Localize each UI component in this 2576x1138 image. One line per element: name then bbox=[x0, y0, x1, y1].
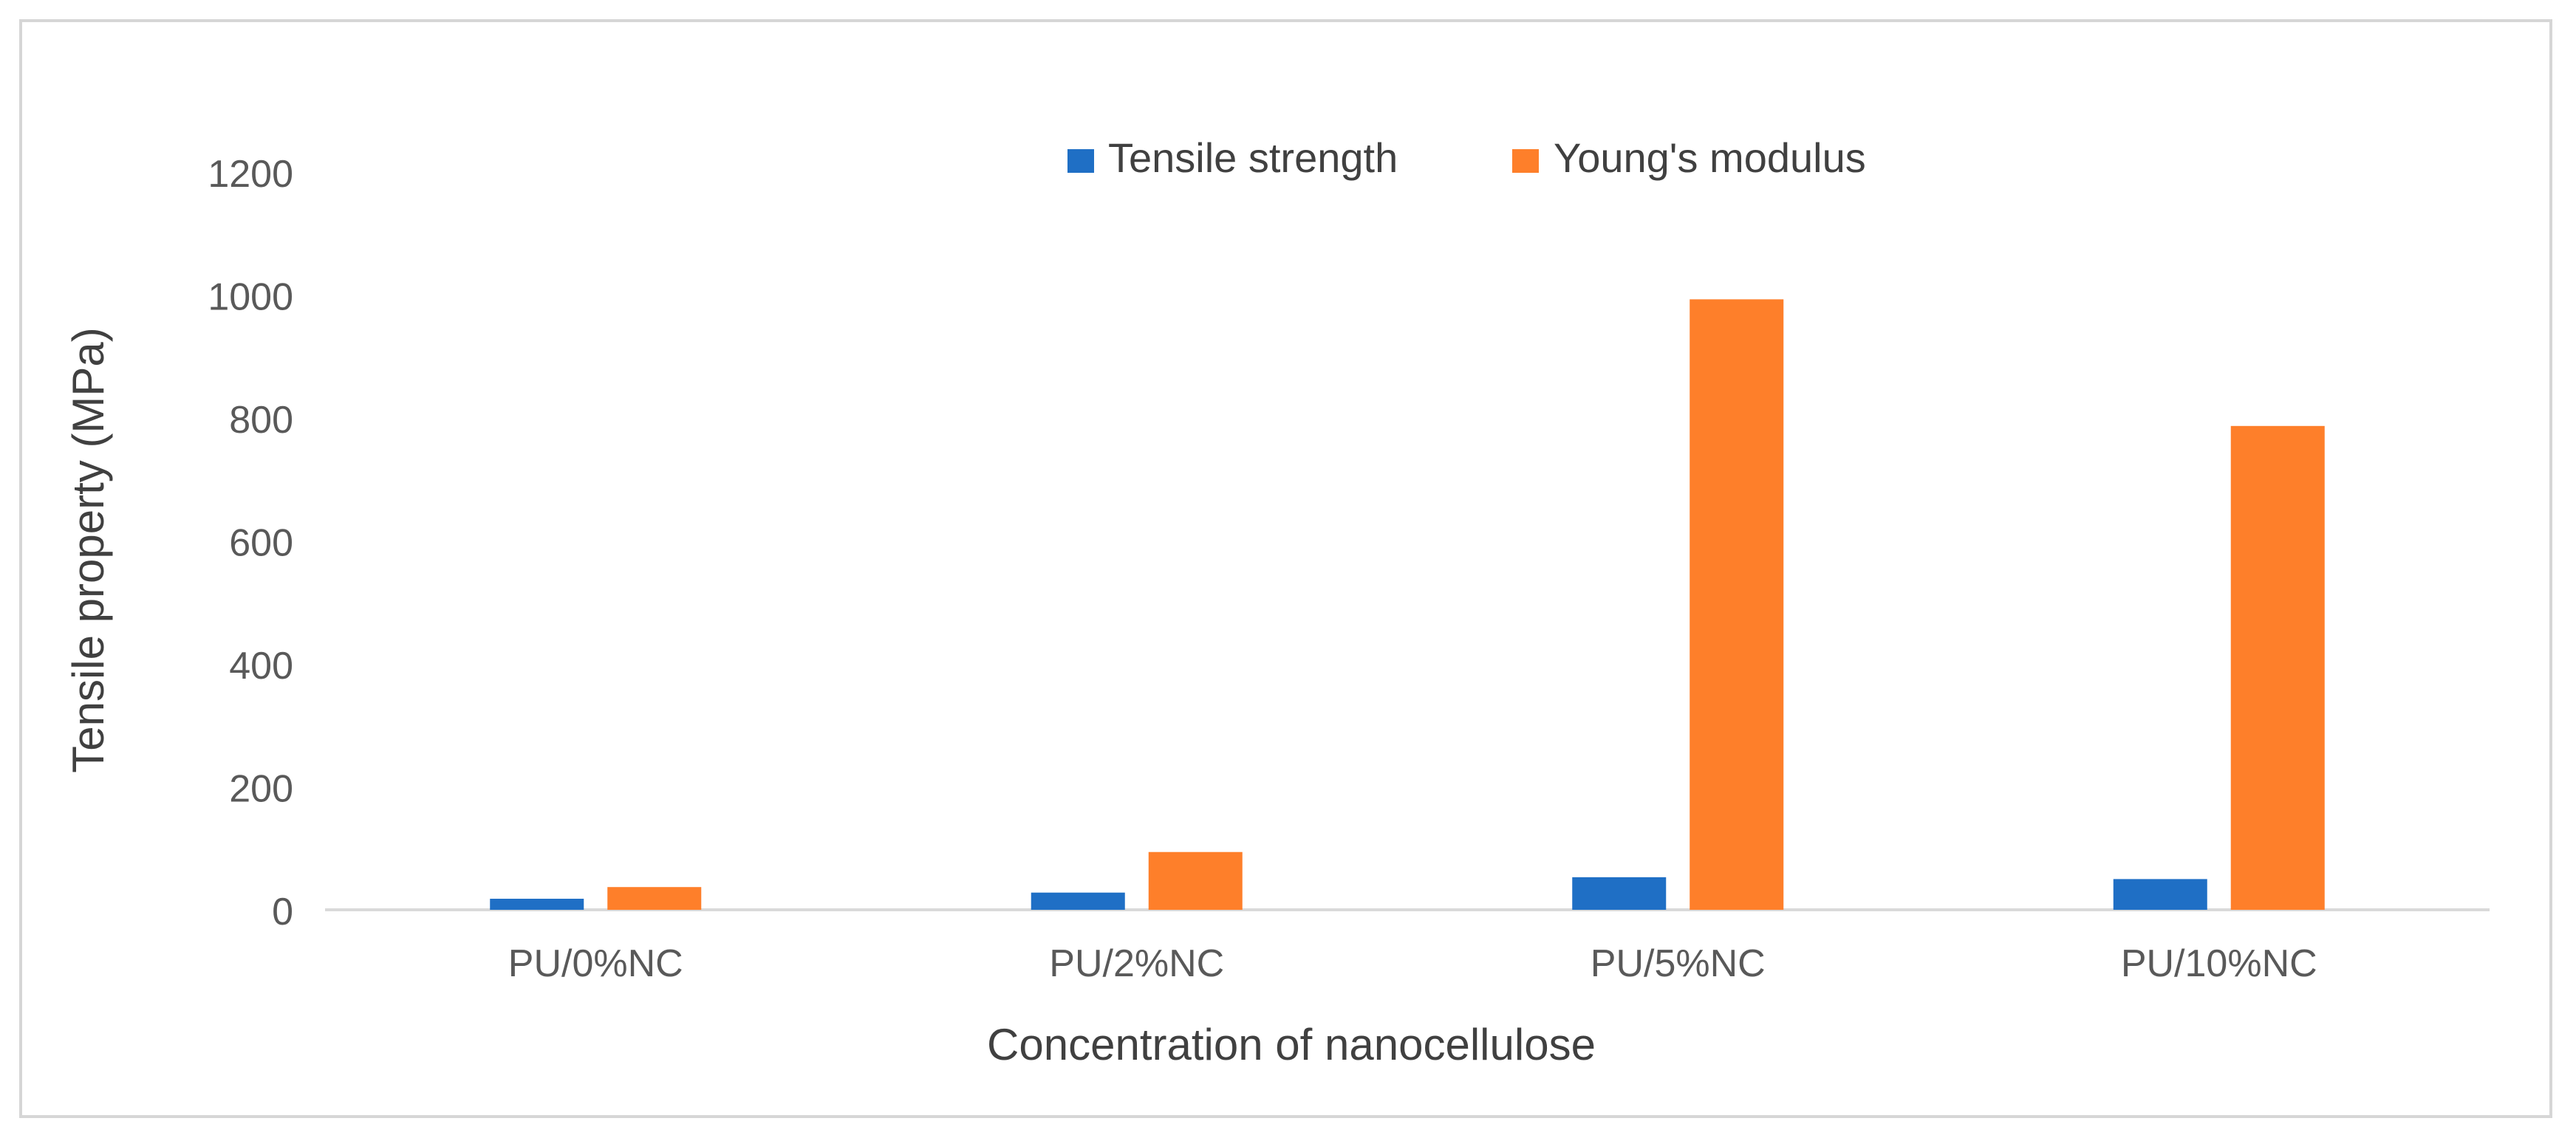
legend: Tensile strength Young's modulus bbox=[1067, 134, 1866, 181]
y-tick-label: 1200 bbox=[208, 153, 293, 196]
x-tick-label: PU/5%NC bbox=[1591, 942, 1766, 985]
y-axis-ticks: 0 200 400 600 800 1000 1200 bbox=[208, 153, 293, 933]
y-tick-label: 200 bbox=[229, 768, 293, 811]
chart-frame bbox=[19, 19, 2552, 1118]
y-axis-label: Tensile property (MPa) bbox=[64, 327, 113, 773]
y-tick-label: 800 bbox=[229, 399, 293, 442]
bar-tensile-strength bbox=[1572, 877, 1667, 910]
bar-tensile-strength bbox=[490, 899, 584, 910]
bar-tensile-strength bbox=[2113, 879, 2207, 910]
legend-label-tensile-strength: Tensile strength bbox=[1108, 134, 1398, 181]
x-axis-label: Concentration of nanocellulose bbox=[987, 1020, 1596, 1069]
bar-youngs-modulus bbox=[1690, 299, 1784, 910]
bar-youngs-modulus bbox=[607, 887, 702, 910]
x-tick-label: PU/2%NC bbox=[1049, 942, 1224, 985]
x-tick-label: PU/0%NC bbox=[508, 942, 683, 985]
legend-label-youngs-modulus: Young's modulus bbox=[1554, 134, 1866, 181]
y-tick-label: 1000 bbox=[208, 276, 293, 319]
legend-swatch-tensile-strength bbox=[1067, 149, 1094, 173]
legend-swatch-youngs-modulus bbox=[1512, 149, 1539, 173]
bar-youngs-modulus bbox=[1148, 851, 1243, 910]
x-axis-ticks: PU/0%NC PU/2%NC PU/5%NC PU/10%NC bbox=[508, 942, 2317, 985]
y-tick-label: 0 bbox=[272, 891, 293, 933]
x-tick-label: PU/10%NC bbox=[2121, 942, 2317, 985]
bar-tensile-strength bbox=[1031, 892, 1125, 910]
bars bbox=[490, 299, 2325, 910]
bar-youngs-modulus bbox=[2230, 425, 2325, 910]
y-tick-label: 600 bbox=[229, 522, 293, 565]
y-tick-label: 400 bbox=[229, 645, 293, 688]
